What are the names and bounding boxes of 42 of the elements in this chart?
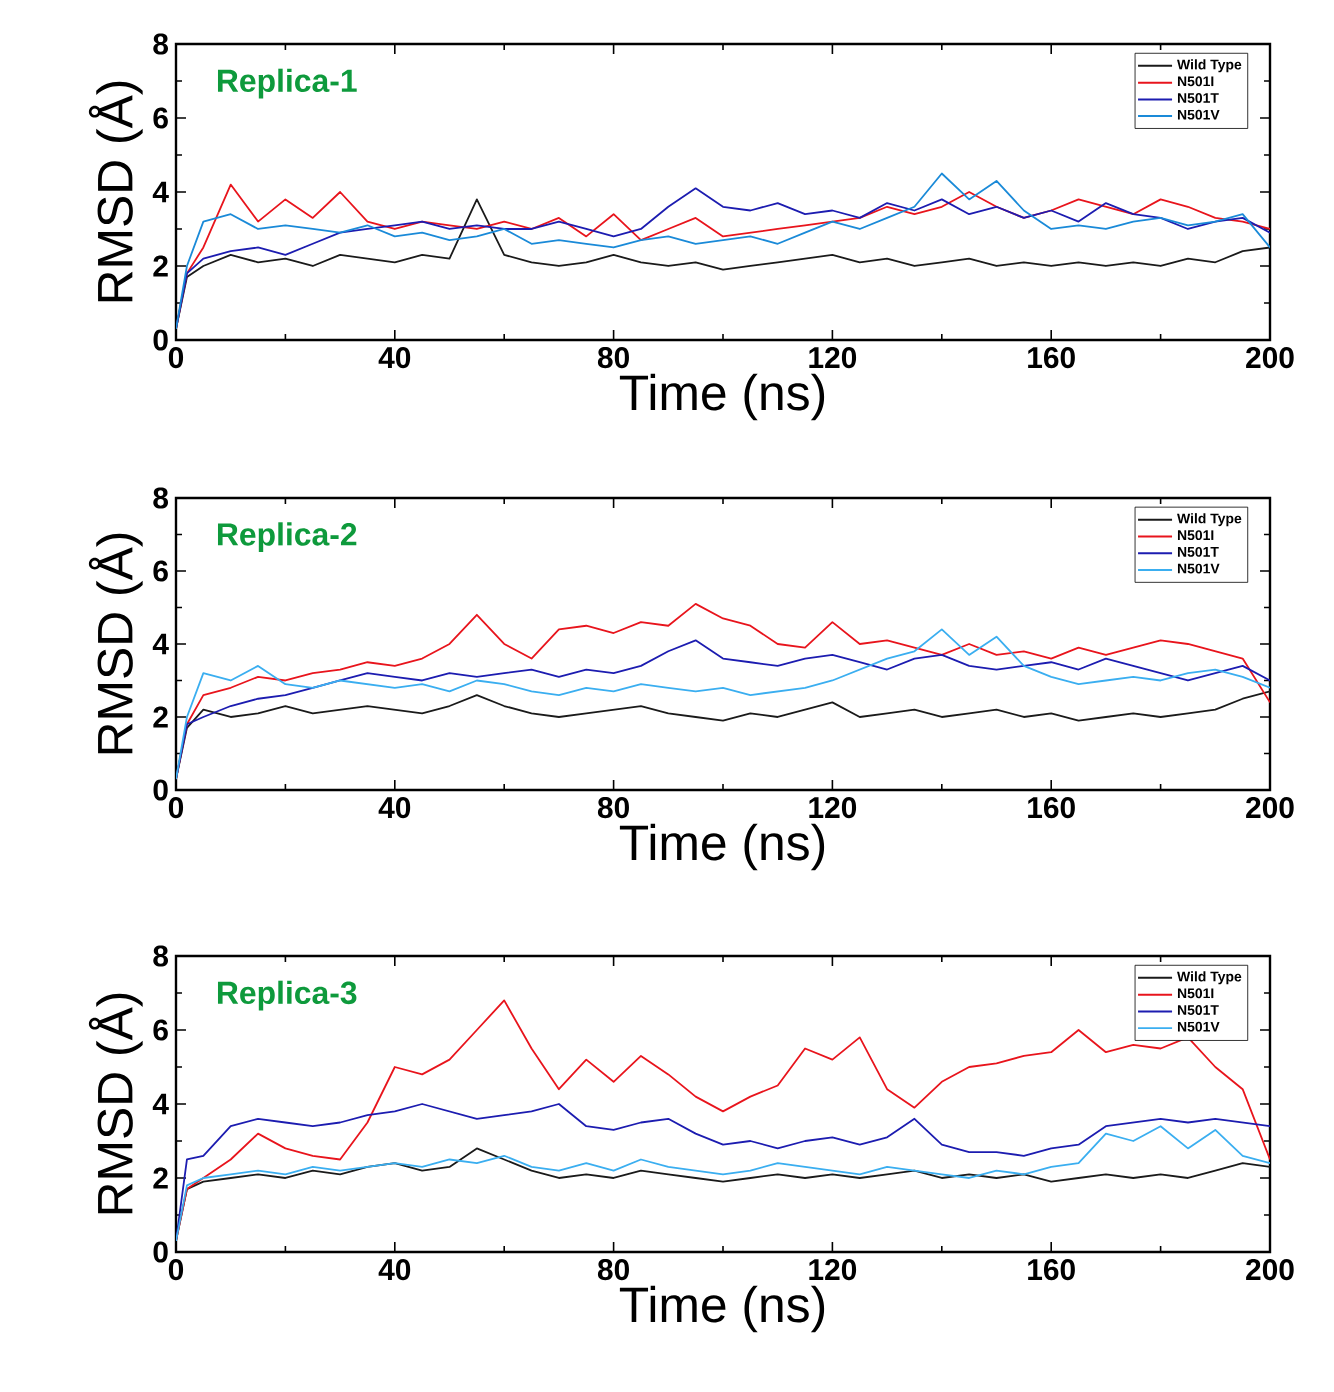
x-tick-label: 120 bbox=[809, 347, 857, 369]
x-tick-label: 0 bbox=[168, 347, 184, 369]
y-tick-label: 6 bbox=[153, 107, 168, 129]
x-axis-title: Time (ns) bbox=[619, 1285, 825, 1333]
y-tick-label: 4 bbox=[152, 1093, 169, 1115]
y-tick-label: 4 bbox=[152, 633, 169, 655]
x-tick-label: 120 bbox=[809, 797, 857, 819]
x-tick-label: 40 bbox=[378, 347, 411, 369]
x-tick-label: 200 bbox=[1246, 1259, 1294, 1281]
y-axis-title: RMSD (Å) bbox=[88, 81, 143, 302]
x-tick-label: 120 bbox=[809, 1259, 857, 1281]
y-tick-label: 4 bbox=[152, 181, 169, 203]
y-axis-title: RMSD (Å) bbox=[88, 993, 143, 1214]
x-axis-title: Time (ns) bbox=[619, 823, 825, 871]
x-tick-label: 200 bbox=[1246, 347, 1294, 369]
text: Replica-3 bbox=[217, 980, 357, 1011]
x-tick-label: 80 bbox=[597, 797, 629, 819]
x-tick-label: 40 bbox=[378, 1259, 411, 1281]
y-tick-label: 2 bbox=[153, 255, 168, 277]
y-tick-label: 6 bbox=[153, 1019, 168, 1041]
y-tick-label: 0 bbox=[153, 1241, 168, 1263]
x-tick-label: 160 bbox=[1028, 1259, 1075, 1281]
x-tick-label: 0 bbox=[168, 1259, 184, 1281]
text: Replica-2 bbox=[217, 522, 357, 552]
y-tick-label: 0 bbox=[153, 329, 168, 351]
text: Replica-1 bbox=[217, 68, 357, 99]
y-tick-label: 8 bbox=[153, 487, 169, 509]
x-tick-label: 0 bbox=[168, 797, 184, 819]
x-tick-label: 80 bbox=[597, 1259, 629, 1281]
y-tick-label: 2 bbox=[153, 706, 168, 728]
x-tick-label: 200 bbox=[1246, 797, 1294, 819]
x-tick-label: 40 bbox=[378, 797, 411, 819]
x-axis-title: Time (ns) bbox=[619, 373, 825, 421]
x-tick-label: 80 bbox=[597, 347, 629, 369]
y-tick-label: 2 bbox=[153, 1167, 168, 1189]
y-axis-title: RMSD (Å) bbox=[88, 533, 143, 754]
y-tick-label: 8 bbox=[153, 945, 169, 967]
y-tick-label: 0 bbox=[153, 779, 168, 801]
x-tick-label: 160 bbox=[1028, 347, 1075, 369]
y-tick-label: 6 bbox=[153, 560, 168, 582]
x-tick-label: 160 bbox=[1028, 797, 1075, 819]
y-tick-label: 8 bbox=[153, 33, 169, 55]
